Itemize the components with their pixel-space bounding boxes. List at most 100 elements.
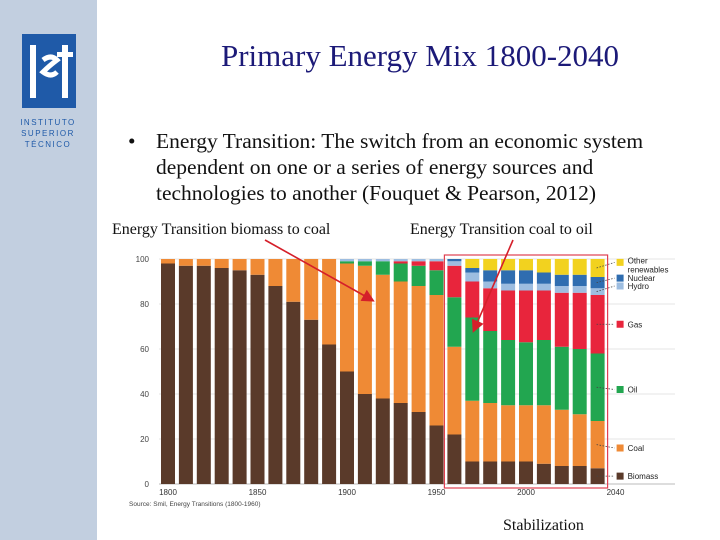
bar-segment-coal [429,295,444,426]
legend-swatch-coal [616,444,624,452]
legend-label: Coal [628,444,645,453]
bar-segment-coal [572,414,587,466]
bar-segment-coal [554,409,569,466]
legend-swatch-other-renewables [616,258,624,266]
bar-segment-hydro [465,272,480,282]
bar-segment-hydro [483,281,498,289]
bullet-dot: • [128,129,136,153]
x-tick-label: 2040 [607,488,625,497]
bar-segment-oil [501,340,516,406]
bar-segment-biomass [286,301,301,484]
bar-segment-oil [519,342,533,406]
bar-segment-hydro [572,286,587,293]
bar-segment-gas [501,290,516,340]
logo-mark-t-bar [57,52,73,57]
bar-segment-biomass [196,265,211,484]
legend-label: Nuclear [628,274,656,283]
bar-segment-biomass [411,412,426,484]
bar-segment-oil [572,349,587,415]
x-tick-label: 2000 [517,488,535,497]
bar-segment-other-renewables [483,259,498,271]
bar-segment-hydro [357,259,372,262]
bar-segment-nuclear [572,274,587,286]
bar-segment-biomass [178,265,193,484]
bar-segment-other-renewables [519,259,533,271]
x-tick-label: 1950 [428,488,446,497]
y-tick-label: 60 [140,345,149,354]
x-tick-label: 1800 [159,488,177,497]
bar-segment-coal [286,259,301,302]
legend-swatch-hydro [616,282,624,290]
logo-line-3: TÉCNICO [25,140,72,149]
bar-segment-biomass [447,434,462,484]
bar-segment-oil [357,261,372,266]
bar-segment-biomass [322,344,337,484]
bar-segment-oil [429,270,444,295]
bar-segment-coal [268,259,283,286]
legend-swatch-nuclear [616,274,624,282]
bar-segment-biomass [250,274,265,484]
bar-segment-coal [519,405,533,462]
legend-label: renewables [628,265,669,274]
bar-segment-coal [375,274,390,399]
bar-segment-coal [322,259,337,345]
bar-segment-coal [250,259,265,275]
logo-line-1: INSTITUTO [20,118,76,127]
bar-segment-biomass [519,461,533,484]
x-tick-label: 1850 [249,488,267,497]
bar-segment-biomass [501,461,516,484]
bar-segment-coal [393,281,408,403]
bar-segment-coal [411,286,426,412]
bar-segment-coal [196,259,211,266]
bar-segment-gas [465,281,480,318]
bar-segment-coal [178,259,193,266]
bar-segment-gas [429,261,444,271]
bar-segment-coal [447,346,462,435]
y-tick-label: 100 [136,255,150,264]
bar-segment-oil [375,261,390,275]
bar-segment-biomass [536,463,551,484]
bar-segment-oil [447,297,462,347]
chart-source: Source: Smil, Energy Transitions (1800-1… [129,501,261,508]
bar-segment-oil [483,331,498,403]
bar-segment-oil [465,317,480,401]
bar-segment-hydro [501,283,516,291]
bar-segment-gas [411,261,426,266]
bar-segment-biomass [465,461,480,484]
bar-segment-biomass [214,268,229,484]
bar-segment-other-renewables [572,259,587,275]
bar-segment-biomass [483,461,498,484]
bar-segment-gas [554,292,569,347]
legend-label: Hydro [628,282,650,291]
bar-segment-gas [393,261,408,264]
logo-mark-s [39,54,61,78]
logo-line-2: SUPERIOR [21,129,75,138]
legend-label: Biomass [628,472,659,481]
bar-segment-biomass [429,425,444,484]
bar-segment-biomass [375,398,390,484]
bar-segment-hydro [536,283,551,291]
bar-segment-coal [483,403,498,462]
bar-segment-coal [536,405,551,464]
bar-segment-other-renewables [501,259,516,271]
bar-segment-other-renewables [536,259,551,273]
bar-segment-biomass [340,371,354,484]
bar-segment-nuclear [447,259,462,262]
bar-segment-oil [411,265,426,286]
annotation-biomass-to-coal: Energy Transition biomass to coal [112,221,331,238]
bar-segment-biomass [161,263,175,484]
bar-segment-hydro [375,259,390,262]
bar-segment-other-renewables [554,259,569,275]
bar-segment-coal [232,259,247,271]
bar-segment-biomass [304,319,319,484]
bar-segment-gas [447,265,462,298]
legend-label: Oil [628,386,638,395]
y-tick-label: 40 [140,390,149,399]
legend-swatch-biomass [616,472,624,480]
y-tick-label: 80 [140,300,149,309]
logo-mark-i [30,45,36,98]
bar-segment-other-renewables [465,259,480,268]
slide-title: Primary Energy Mix 1800-2040 [220,38,620,73]
logo-mark-t [62,45,68,98]
